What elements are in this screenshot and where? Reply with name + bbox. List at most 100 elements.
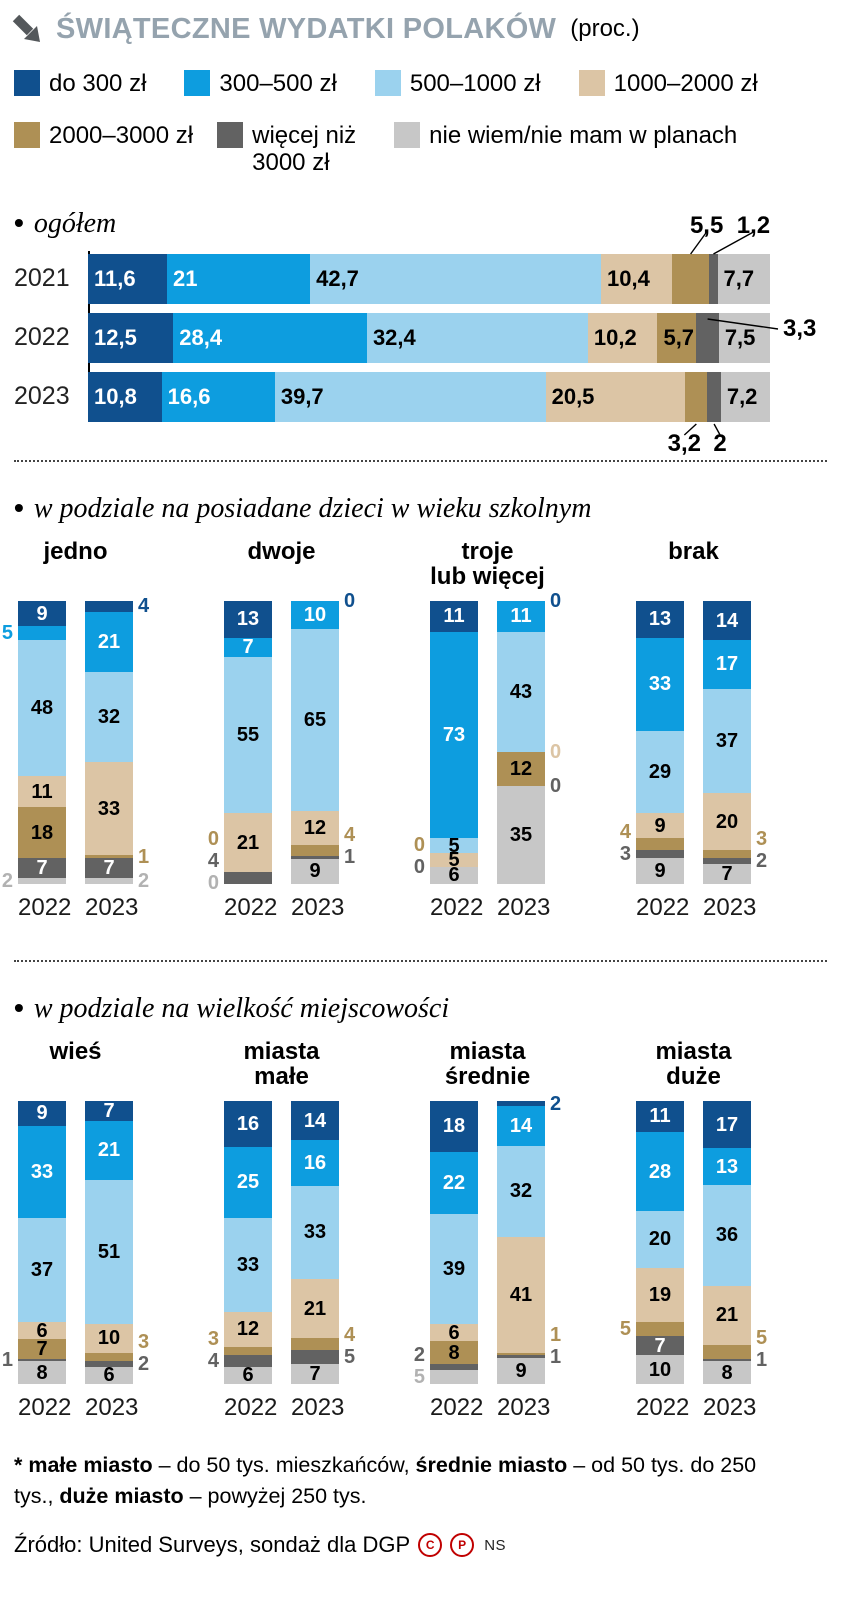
legend-swatch (578, 70, 605, 96)
section-title-children: w podziale na posiadane dzieci w wieku s… (33, 492, 592, 524)
bar-segment: 21 (85, 612, 133, 672)
bar-value-label: 7 (103, 857, 115, 880)
year-label: 2021 (14, 264, 70, 293)
bar-segment: 9 (291, 858, 339, 884)
stacked-bar: 17 13 36 21 8 (703, 1100, 751, 1384)
year-label: 2023 (291, 1393, 345, 1421)
outside-value-label: 3 (619, 843, 631, 866)
bar-column: 14 32 41 9 2 1 1 2023 (497, 1093, 561, 1422)
bar-column: 11 43 12 35 0 0 0 2023 (497, 590, 561, 922)
towns-group: miasta małe 16 25 33 12 6 3 4 2022 14 16 33 21 7 4 5 202… (208, 1039, 355, 1422)
year-label: 2022 (636, 1393, 690, 1421)
bar-segment: 10,8 (88, 371, 162, 422)
legend-label: 500–1000 zł (409, 70, 541, 97)
bar-segment: 9 (497, 1358, 545, 1384)
bar-segment (497, 1352, 545, 1356)
stacked-bar: 14 32 41 9 (497, 1100, 545, 1384)
bar-value-label: 5 (448, 848, 460, 871)
footnote-segment: * małe miasto (14, 1452, 153, 1477)
legend: do 300 zł 300–500 zł 500–1000 zł 1000–2000 … (0, 46, 841, 177)
legend-label: więcej niż 3000 zł (252, 121, 357, 177)
bar-value-label: 11 (443, 605, 465, 628)
source-line: Źródło: United Surveys, sondaż dla DGP C… (14, 1532, 827, 1558)
bar-column: 14 17 37 20 7 3 2 2023 (703, 600, 767, 922)
bar-value-label: 8 (721, 1361, 733, 1384)
outside-value-label: 4 (207, 849, 219, 872)
bar-segment: 7,2 (720, 371, 770, 422)
bar-segment: 18 (18, 807, 66, 859)
bar-value-label: 7 (242, 636, 254, 659)
towns-group: miasta duże 11 28 20 19 7 10 5 2022 17 13 36 21 8 5 1 20… (620, 1039, 767, 1422)
bar-segment: 6 (224, 1365, 272, 1385)
callout-label: 3,2 (667, 429, 702, 457)
bar-segment: 8 (18, 1361, 66, 1384)
bar-column: 13 7 55 21 0 4 0 2022 (208, 600, 277, 922)
bar-wrapper: 14 32 41 9 2 1 1 (497, 1093, 561, 1384)
bar-value-label: 11,6 (94, 265, 136, 291)
group-title: miasta duże (655, 1037, 732, 1091)
bar-segment: 8 (703, 1361, 751, 1384)
bar-column: 11 73 5 5 6 0 0 2022 (414, 600, 484, 922)
bar-segment: 55 (224, 657, 272, 813)
bullet-icon: • (14, 991, 24, 1023)
bar-wrapper: 14 17 37 20 7 3 2 (703, 600, 767, 884)
bar-value-label: 6 (103, 1364, 115, 1387)
bar-value-label: 18 (442, 1115, 466, 1138)
bar-value-label: 20,5 (551, 383, 595, 409)
bar-value-label: 37 (715, 729, 739, 752)
bar-wrapper: 16 25 33 12 6 3 4 (208, 1100, 272, 1385)
stacked-bar: 16 25 33 12 6 (224, 1100, 272, 1385)
callout-label: 1,2 (736, 211, 771, 239)
bar-wrapper: 17 13 36 21 8 5 1 (703, 1100, 767, 1384)
bar-segment (703, 849, 751, 859)
bar-segment: 13 (703, 1148, 751, 1185)
bar-value-label: 43 (509, 680, 533, 703)
section-title-towns: w podziale na wielkość miejscowości (33, 992, 450, 1024)
outside-value-label: 1 (138, 845, 150, 868)
group-bars: 11 28 20 19 7 10 5 2022 17 13 36 21 8 5 1 2023 (620, 1100, 767, 1422)
stacked-bar: 10 65 12 9 (291, 600, 339, 884)
bar-segment (85, 855, 133, 859)
bar-segment (707, 371, 721, 422)
group-bars: 13 7 55 21 0 4 0 2022 10 65 12 9 0 4 1 2023 (208, 590, 355, 922)
bar-value-label: 8 (36, 1361, 48, 1384)
bar-value-label: 12 (303, 816, 327, 839)
bar-value-label: 13 (648, 608, 672, 631)
year-label: 2022 (430, 893, 484, 921)
bar-value-label: 41 (509, 1283, 533, 1306)
outside-value-label: 3 (756, 828, 768, 851)
bar-value-label: 10,4 (607, 265, 650, 291)
section-heading-overall: • ogółem (14, 207, 827, 240)
overall-bar-row: 2021 11,6 21 42,7 10,4 7,7 5,5 1,2 (14, 212, 784, 304)
bar-segment (497, 1355, 545, 1359)
legend-item-1: 300–500 zł (184, 70, 337, 98)
bar-segment (18, 878, 66, 884)
bar-segment: 33 (636, 637, 684, 731)
bar-segment: 7 (703, 864, 751, 884)
bar-segment: 33 (291, 1185, 339, 1280)
bar-segment (671, 253, 710, 304)
legend-item-6: nie wiem/nie mam w planach (394, 121, 737, 150)
children-group: jedno 9 48 11 18 7 5 2 2022 21 32 33 7 4 1 2 2023 (2, 539, 149, 922)
bar-value-label: 11 (31, 780, 53, 803)
bar-value-label: 21 (715, 1304, 739, 1327)
bar-wrapper: 21 32 33 7 4 1 2 (85, 595, 149, 892)
towns-groups: wieś 9 33 37 6 7 8 1 2022 7 21 51 10 6 3 2 2023 miasta ma… (2, 1039, 841, 1422)
outside-value-label: 0 (413, 833, 425, 856)
stacked-bar: 14 16 33 21 7 (291, 1100, 339, 1384)
bar-segment (291, 855, 339, 859)
bar-wrapper: 10,8 16,6 39,7 20,5 7,2 3,2 2 (88, 371, 770, 457)
bar-wrapper: 7 21 51 10 6 3 2 (85, 1101, 149, 1387)
bar-segment (636, 838, 684, 850)
bar-segment: 6 (430, 1323, 478, 1343)
bar-column: 7 21 51 10 6 3 2 2023 (85, 1101, 149, 1422)
bar-segment (85, 600, 133, 613)
bar-value-label: 12 (236, 1318, 260, 1341)
bar-value-label: 14 (715, 609, 739, 632)
bar-segment: 14 (291, 1100, 339, 1141)
bar-segment: 17 (703, 640, 751, 689)
bar-segment: 13 (224, 600, 272, 638)
legend-swatch (14, 70, 40, 96)
bar-value-label: 65 (303, 708, 327, 731)
bar-value-label: 36 (715, 1224, 739, 1247)
